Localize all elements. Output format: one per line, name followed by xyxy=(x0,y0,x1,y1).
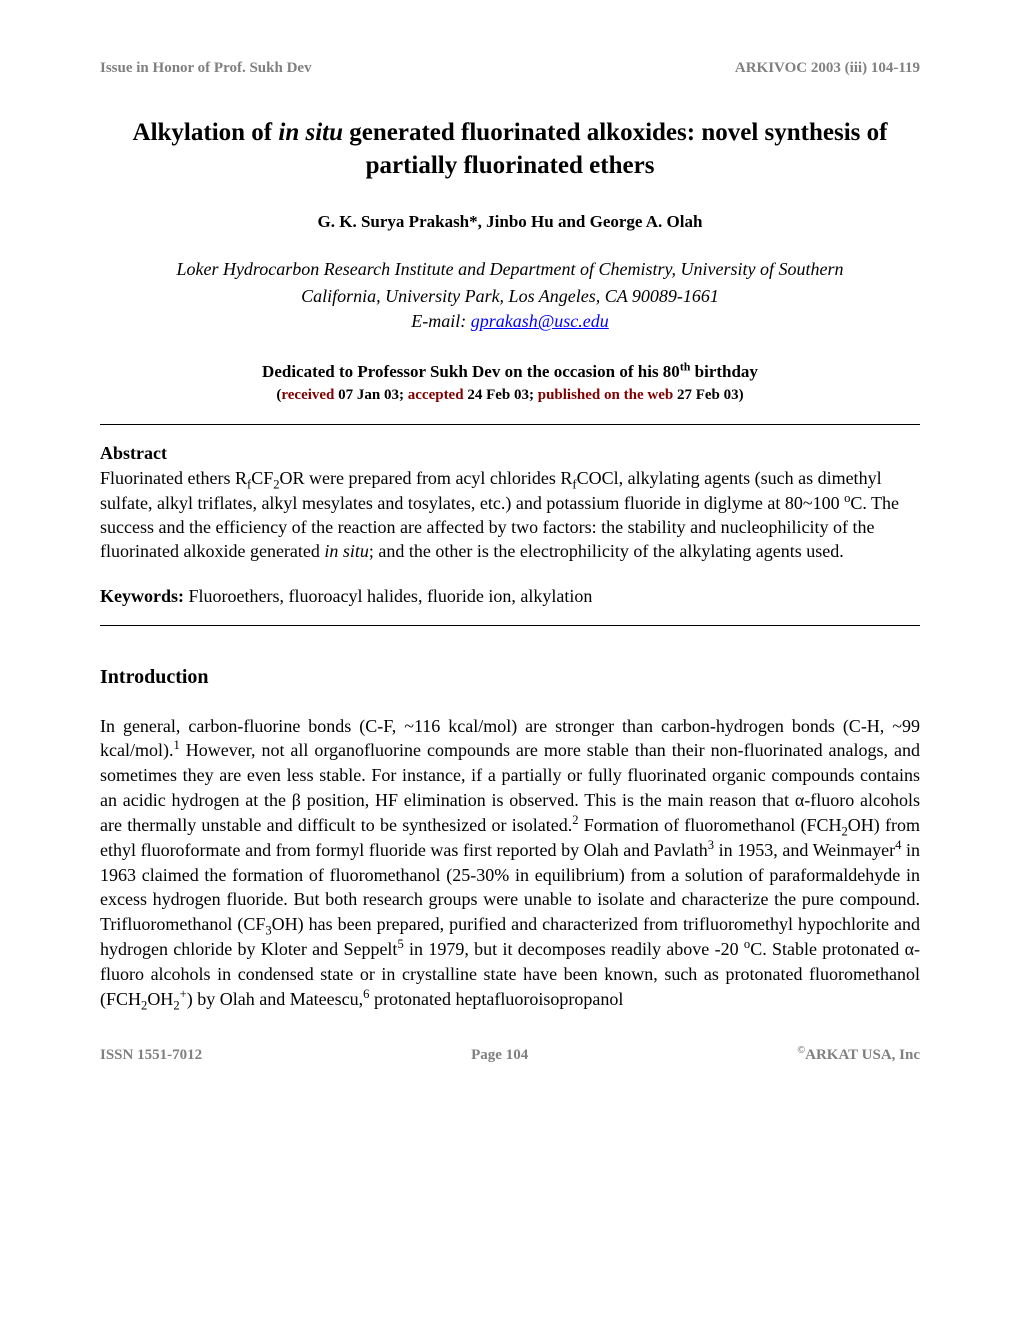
horizontal-rule-bottom xyxy=(100,625,920,626)
horizontal-rule-top xyxy=(100,424,920,425)
footer-right: ©ARKAT USA, Inc xyxy=(797,1047,920,1064)
received-label: received xyxy=(281,387,338,403)
footer-center: Page 104 xyxy=(471,1047,528,1064)
intro-t8: in 1979, but it decomposes readily above… xyxy=(404,939,744,959)
dedication-pre: Dedicated to Professor Sukh Dev on the o… xyxy=(262,362,680,381)
email-label: E-mail: xyxy=(411,311,470,331)
intro-t11: ) by Olah and Mateescu, xyxy=(187,989,363,1009)
keywords-line: Keywords: Fluoroethers, fluoroacyl halid… xyxy=(100,586,920,607)
keywords-text: Fluoroethers, fluoroacyl halides, fluori… xyxy=(189,586,593,606)
article-title: Alkylation of in situ generated fluorina… xyxy=(100,117,920,182)
received-date: 07 Jan 03; xyxy=(338,387,408,403)
accepted-date: 24 Feb 03; xyxy=(467,387,537,403)
affiliation-line-1: Loker Hydrocarbon Research Institute and… xyxy=(100,257,920,282)
abstract-text: Fluorinated ethers RfCF2OR were prepared… xyxy=(100,466,920,563)
introduction-heading: Introduction xyxy=(100,666,920,689)
dates-close: ) xyxy=(739,387,744,403)
copyright-symbol: © xyxy=(797,1045,805,1056)
running-header: Issue in Honor of Prof. Sukh Dev ARKIVOC… xyxy=(100,60,920,77)
abstract-heading: Abstract xyxy=(100,443,920,464)
abs-t1: Fluorinated ethers R xyxy=(100,468,247,488)
authors: G. K. Surya Prakash*, Jinbo Hu and Georg… xyxy=(100,212,920,232)
abs-t2: CF xyxy=(251,468,273,488)
footer-right-text: ARKAT USA, Inc xyxy=(805,1047,920,1063)
intro-t12: protonated heptafluoroisopropanol xyxy=(369,989,623,1009)
header-left: Issue in Honor of Prof. Sukh Dev xyxy=(100,60,312,77)
header-right: ARKIVOC 2003 (iii) 104-119 xyxy=(735,60,920,77)
intro-t10: OH xyxy=(147,989,173,1009)
email-line: E-mail: gprakash@usc.edu xyxy=(100,311,920,332)
title-post: generated fluorinated alkoxides: novel s… xyxy=(343,119,887,179)
keywords-label: Keywords: xyxy=(100,586,189,606)
affiliation-line-2: California, University Park, Los Angeles… xyxy=(100,284,920,309)
intro-sup-plus: + xyxy=(180,987,187,1001)
intro-t3: Formation of fluoromethanol (FCH xyxy=(579,815,842,835)
published-date: 27 Feb 03 xyxy=(677,387,739,403)
title-pre: Alkylation of xyxy=(133,119,279,146)
introduction-paragraph: In general, carbon-fluorine bonds (C-F, … xyxy=(100,714,920,1012)
article-dates: (received 07 Jan 03; accepted 24 Feb 03;… xyxy=(100,387,920,404)
dedication-sup: th xyxy=(680,360,691,374)
footer-left: ISSN 1551-7012 xyxy=(100,1047,202,1064)
email-link[interactable]: gprakash@usc.edu xyxy=(471,311,609,331)
dedication: Dedicated to Professor Sukh Dev on the o… xyxy=(100,362,920,382)
intro-t5: in 1953, and Weinmayer xyxy=(714,840,895,860)
dedication-post: birthday xyxy=(690,362,758,381)
abs-ital1: in situ xyxy=(324,541,369,561)
running-footer: ISSN 1551-7012 Page 104 ©ARKAT USA, Inc xyxy=(100,1047,920,1064)
title-italic: in situ xyxy=(278,119,343,146)
abs-t3: OR were prepared from acyl chlorides R xyxy=(280,468,573,488)
accepted-label: accepted xyxy=(408,387,468,403)
published-label: published on the web xyxy=(538,387,677,403)
abs-t6: ; and the other is the electrophilicity … xyxy=(369,541,844,561)
